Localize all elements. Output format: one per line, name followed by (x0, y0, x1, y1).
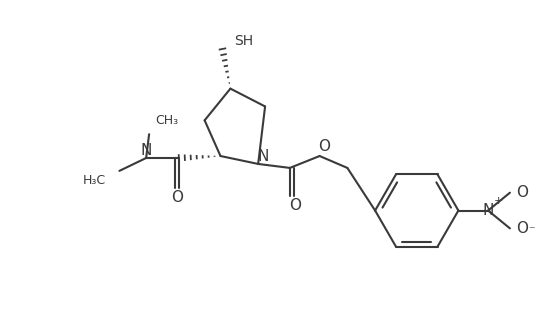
Text: ⁻: ⁻ (529, 224, 535, 237)
Text: O: O (171, 190, 183, 205)
Text: +: + (493, 196, 503, 206)
Text: N: N (482, 203, 494, 218)
Text: N: N (140, 143, 152, 158)
Text: O: O (516, 221, 528, 236)
Text: O: O (516, 185, 528, 200)
Text: N: N (257, 149, 269, 163)
Text: H₃C: H₃C (82, 174, 106, 187)
Text: O: O (318, 139, 331, 154)
Text: SH: SH (234, 34, 254, 48)
Text: CH₃: CH₃ (155, 114, 178, 127)
Text: O: O (289, 198, 301, 213)
